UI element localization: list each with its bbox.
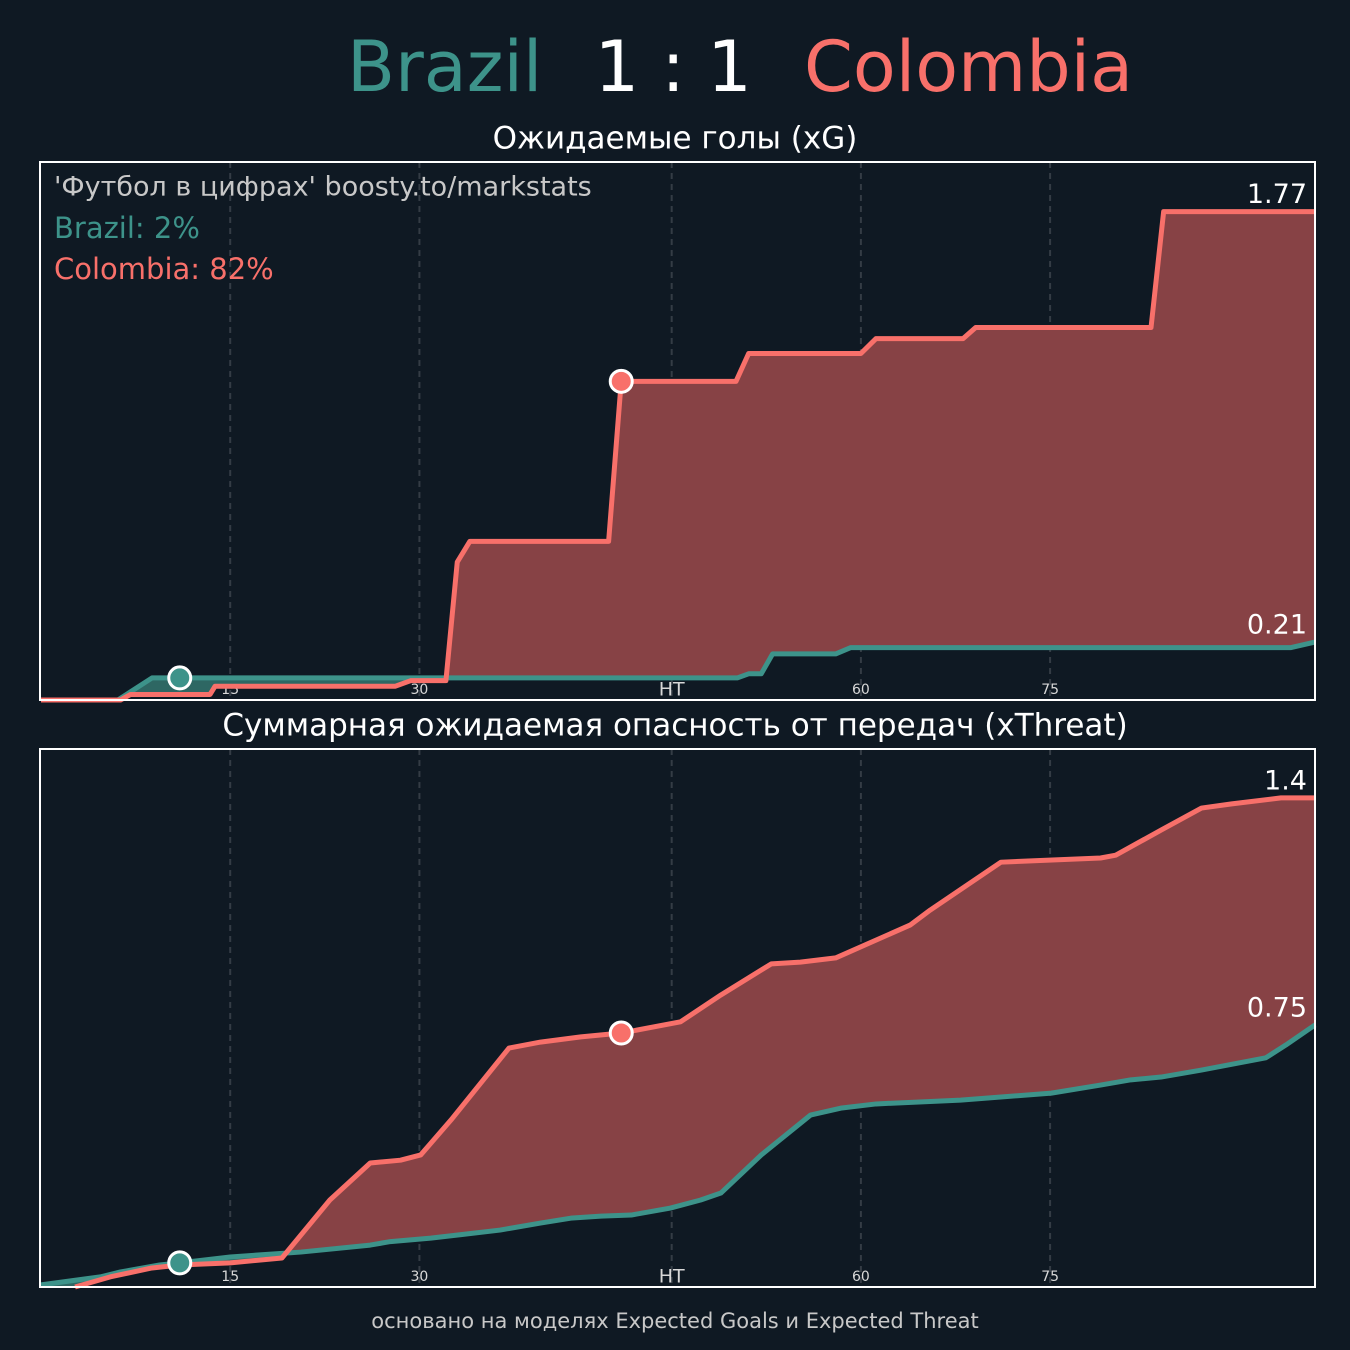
stat-text: Brazil: 2% [54, 211, 200, 245]
panel-frame [39, 161, 1316, 701]
series-line [41, 209, 1315, 703]
title: Brazil 1 : 1 Colombia [347, 26, 1133, 108]
series-line [40, 1022, 1317, 1288]
goal-marker [167, 1250, 193, 1276]
end-value-label: 1.4 [1264, 765, 1307, 796]
panel-title: Ожидаемые голы (xG) [493, 121, 858, 157]
end-value-label: 0.75 [1247, 992, 1307, 1023]
x-tick-label: 15 [221, 1269, 239, 1285]
end-value-label: 0.21 [1247, 610, 1307, 641]
footer: основано на моделях Expected Goals и Exp… [371, 1309, 978, 1333]
end-value-label: 1.77 [1247, 179, 1307, 210]
x-tick-label: 30 [411, 682, 429, 698]
area-fill [41, 211, 1315, 700]
x-tick-label: HT [659, 1266, 685, 1288]
x-tick-label: HT [659, 679, 685, 701]
stat-text: Colombia: 82% [54, 252, 274, 286]
goal-marker [608, 368, 634, 394]
goal-marker [608, 1020, 634, 1046]
series-line [74, 795, 1315, 1290]
x-tick-label: 60 [852, 682, 870, 698]
x-tick-label: 30 [411, 1269, 429, 1285]
series-line [41, 639, 1316, 703]
goal-marker [167, 665, 193, 691]
home-team: Brazil [347, 26, 542, 108]
score: 1 : 1 [595, 26, 752, 108]
panel-frame [39, 748, 1316, 1288]
x-tick-label: 75 [1041, 1269, 1059, 1285]
watermark: 'Футбол в цифрах' boosty.to/markstats [54, 172, 592, 203]
panel-title: Суммарная ожидаемая опасность от передач… [222, 708, 1127, 744]
x-tick-label: 60 [852, 1269, 870, 1285]
away-team: Colombia [804, 26, 1133, 108]
x-tick-label: 75 [1041, 682, 1059, 698]
